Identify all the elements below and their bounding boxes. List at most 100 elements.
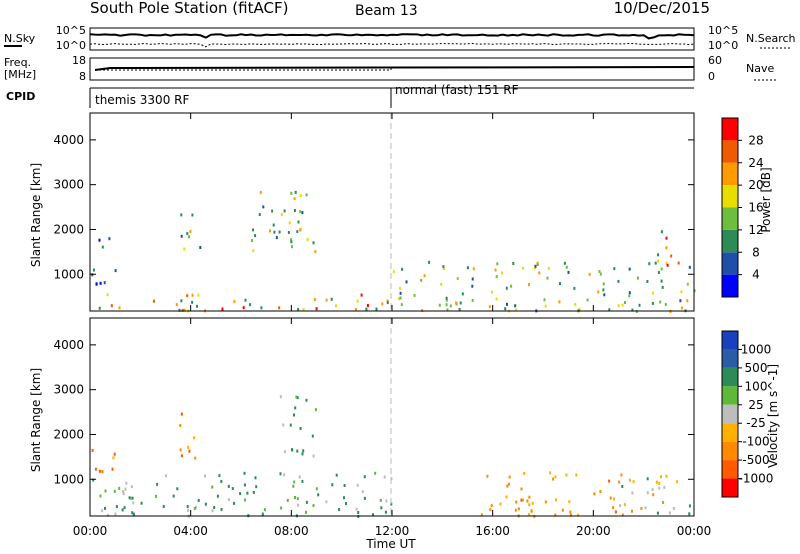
velocity-echo-cell — [565, 473, 568, 477]
velocity-echo-cell — [314, 408, 317, 412]
cpid-segment-1: themis 3300 RF — [95, 93, 189, 107]
power-echo-cell — [534, 264, 537, 268]
freq-right-tick-bottom: 0 — [708, 70, 715, 83]
power-echo-cell — [399, 291, 402, 295]
velocity-echo-cell — [521, 498, 524, 502]
power-echo-cell — [528, 283, 530, 287]
power-echo-cell — [438, 303, 441, 307]
power-echo-cell — [299, 194, 302, 197]
power-colorbar-swatch — [722, 274, 738, 297]
x-tick-label: 04:00 — [173, 524, 208, 538]
power-echo-cell — [598, 270, 601, 273]
power-echo-cell — [664, 303, 667, 306]
power-echo-cell — [315, 307, 318, 311]
velocity-echo-cell — [204, 474, 206, 478]
velocity-echo-cell — [302, 449, 305, 453]
power-colorbar-tick-label: 8 — [752, 245, 760, 259]
velocity-echo-cell — [675, 480, 678, 484]
velocity-echo-cell — [526, 499, 529, 503]
power-echo-cell — [233, 300, 236, 304]
velocity-echo-cell — [480, 513, 483, 517]
velocity-echo-cell — [124, 487, 127, 491]
velocity-colorbar-tick-label: 500 — [745, 361, 768, 375]
velocity-echo-cell — [179, 448, 182, 452]
power-echo-cell — [249, 303, 252, 307]
power-colorbar-swatch — [722, 162, 738, 186]
velocity-echo-cell — [505, 495, 508, 499]
velocity-echo-cell — [295, 395, 298, 399]
velocity-colorbar-tick-label: -1000 — [739, 472, 774, 486]
power-echo-cell — [456, 277, 459, 280]
power-echo-cell — [628, 294, 631, 298]
velocity-echo-cell — [118, 486, 121, 490]
velocity-echo-cell — [646, 491, 649, 495]
power-echo-cell — [398, 297, 400, 301]
power-echo-cell — [586, 298, 589, 302]
power-echo-cell — [101, 245, 104, 249]
power-echo-cell — [252, 228, 254, 232]
power-echo-cell — [440, 282, 443, 286]
power-echo-cell — [312, 241, 315, 245]
velocity-echo-cell — [112, 456, 115, 460]
velocity-echo-cell — [121, 508, 124, 512]
power-echo-cell — [278, 306, 281, 310]
velocity-colorbar-swatch — [722, 367, 738, 387]
power-ytick-label: 4000 — [53, 133, 84, 147]
velocity-echo-cell — [608, 479, 611, 483]
velocity-echo-cell — [631, 509, 633, 513]
velocity-colorbar-swatch — [722, 386, 738, 405]
velocity-echo-cell — [688, 512, 691, 516]
power-echo-cell — [252, 249, 255, 253]
power-echo-cell — [442, 267, 445, 271]
power-colorbar-tick-label: 24 — [748, 156, 763, 170]
velocity-echo-cell — [252, 490, 255, 494]
velocity-echo-cell — [515, 500, 518, 504]
velocity-echo-cell — [114, 512, 117, 516]
velocity-echo-cell — [523, 471, 526, 475]
noise-sky-line — [89, 33, 695, 40]
power-echo-cell — [269, 229, 271, 233]
velocity-colorbar-frame — [721, 330, 739, 498]
velocity-echo-cell — [130, 496, 133, 500]
power-echo-cell — [646, 280, 649, 283]
power-echo-cell — [428, 260, 431, 264]
power-echo-cell — [686, 282, 689, 286]
velocity-echo-cell — [98, 469, 101, 473]
power-echo-cell — [189, 230, 192, 234]
power-echo-cell — [514, 304, 517, 308]
power-colorbar-tick-label: 28 — [748, 133, 763, 147]
velocity-colorbar-tick-label: -100 — [742, 435, 769, 449]
velocity-echo-cell — [282, 423, 285, 427]
power-echo-cell — [381, 302, 384, 306]
velocity-echo-cell — [612, 506, 615, 510]
beam-label: Beam 13 — [355, 3, 418, 19]
velocity-echo-cell — [305, 510, 307, 514]
velocity-echo-cell — [172, 494, 175, 498]
power-echo-cell — [420, 278, 423, 282]
velocity-colorbar-tick-label: -500 — [742, 453, 769, 467]
power-echo-cell — [91, 273, 94, 277]
power-echo-cell — [455, 301, 458, 305]
power-echo-cell — [445, 303, 448, 307]
velocity-echo-cell — [204, 502, 207, 506]
velocity-echo-cell — [239, 492, 242, 496]
power-echo-cell — [399, 286, 402, 290]
velocity-echo-cell — [286, 498, 289, 502]
power-echo-cell — [514, 308, 517, 312]
velocity-echo-cell — [179, 424, 182, 428]
power-colorbar-swatch — [722, 118, 738, 141]
velocity-ylabel: Slant Range [km] — [29, 368, 43, 472]
power-echo-cell — [356, 299, 359, 303]
velocity-echo-cell — [355, 507, 358, 511]
velocity-echo-cell — [517, 507, 520, 511]
velocity-echo-cell — [296, 449, 299, 453]
velocity-echo-cell — [569, 510, 572, 514]
power-echo-cell — [299, 228, 302, 232]
velocity-echo-cell — [363, 475, 366, 479]
velocity-echo-cell — [345, 502, 347, 506]
velocity-echo-cell — [298, 475, 301, 479]
velocity-colorbar-tick-label: 100 — [745, 379, 768, 393]
velocity-echo-cell — [380, 506, 383, 510]
power-echo-cell — [466, 266, 469, 270]
power-colorbar: 4 8 12 16 20 24 28 — [721, 117, 764, 298]
